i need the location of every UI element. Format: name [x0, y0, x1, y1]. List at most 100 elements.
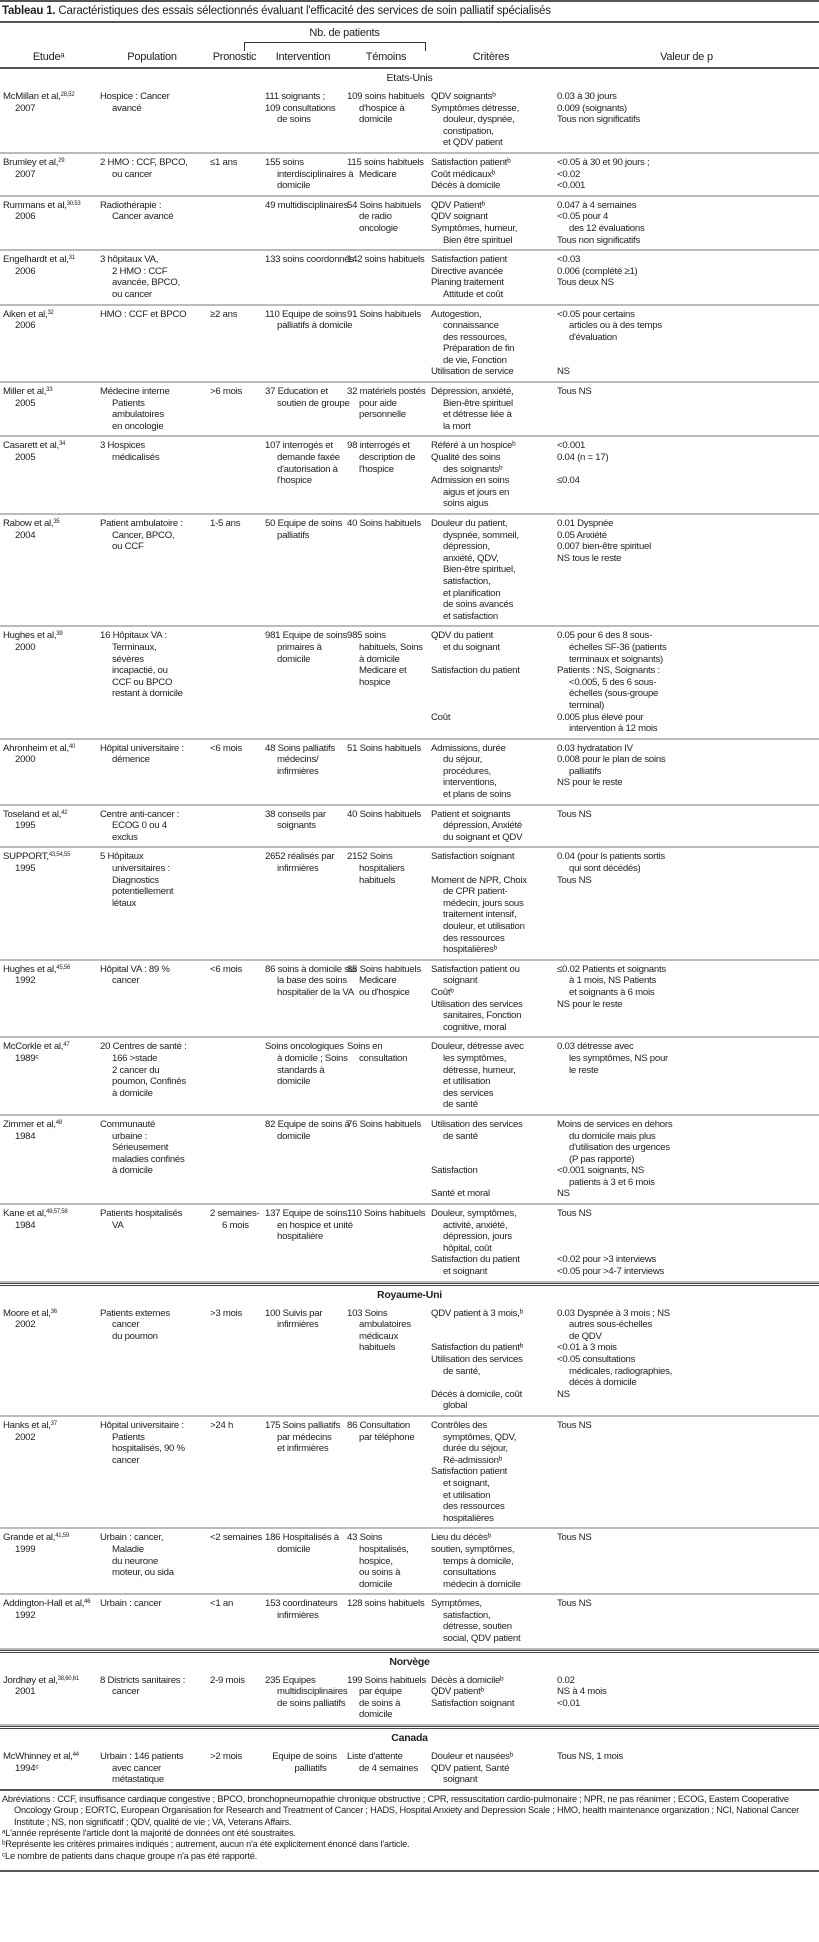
table-caption: Caractéristiques des essais sélectionnés…: [58, 5, 551, 17]
study-year: 2007: [15, 102, 36, 114]
cell-line: Décès à domicileᵇ: [431, 1674, 504, 1686]
p-value-cell: <0.05 à 30 et 90 jours ; <0.02 <0.001: [554, 157, 819, 192]
p-value-cell: Tous NS: [554, 1532, 819, 1590]
cell-line: Coût médicauxᵇ: [431, 168, 496, 180]
section-header: Etats-Unis: [386, 72, 433, 84]
study-cell: Rabow et al,35 2004: [0, 518, 97, 622]
temoins-cell: 110 Soins habituels: [344, 1208, 428, 1278]
cell-line: 100 Suivis par infirmières: [265, 1307, 323, 1331]
study-cell: Moore et al,36 2002: [0, 1308, 97, 1412]
cell-line: Tous NS: [557, 1598, 592, 1610]
cell-line: Urbain : 146 patients avec cancer métast…: [100, 1751, 184, 1786]
table-row: Brumley et al,29 2007 2 HMO : CCF, BPCO, o…: [0, 154, 819, 197]
table-header: Nb. de patients Etudeᵃ Population Pronos…: [0, 23, 819, 69]
cell-line: Satisfaction patientᵇ: [431, 156, 511, 168]
study-year: 2006: [15, 211, 36, 223]
reference-superscript: 35: [53, 519, 60, 525]
temoins-cell: 32 matériels postés pour aide personnell…: [344, 386, 428, 432]
study-year: 1992: [15, 1609, 36, 1621]
cell-line: <0.05 à 30 et 90 jours ;: [557, 156, 650, 168]
table-title: Tableau 1. Caractéristiques des essais s…: [0, 0, 819, 23]
population-cell: Hôpital VA : 89 % cancer: [97, 964, 207, 1034]
cell-line: 0.03 Dyspnée à 3 mois ; NS autres sous-é…: [557, 1307, 670, 1342]
cell-line: Tous NS, 1 mois: [557, 1751, 624, 1763]
table-body: Etats-Unis McMillan et al,28,52 2007 Hospic…: [0, 69, 819, 1789]
cell-line: [557, 355, 819, 367]
population-cell: Radiothérapie : Cancer avancé: [97, 200, 207, 246]
intervention-cell: 100 Suivis par infirmières: [262, 1308, 344, 1412]
cell-line: 32 matériels postés pour aide personnell…: [347, 386, 426, 421]
header-etude: Etudeᵃ: [32, 51, 65, 63]
study-year: 2005: [15, 452, 36, 464]
cell-line: Tous NS: [557, 386, 592, 398]
study-year: 1992: [15, 975, 36, 987]
reference-superscript: 30,53: [66, 200, 81, 207]
cell-line: Tous NS: [557, 1532, 592, 1544]
table-row: McWhinney et al,44 1994ᶜ Urbain : 146 pati…: [0, 1748, 819, 1789]
p-value-cell: Tous NS: [554, 809, 819, 844]
cell-line: <2 semaines: [210, 1532, 262, 1544]
temoins-cell: 91 Soins habituels: [344, 309, 428, 379]
reference-superscript: 39: [56, 631, 63, 638]
reference-superscript: 28,52: [60, 92, 75, 98]
cell-line: 133 soins coordonnés: [265, 254, 354, 266]
table-row: Engelhardt et al,31 2006 3 hôpitaux VA, 2 …: [0, 251, 819, 306]
cell-line: 2 semaines- 6 mois: [210, 1208, 260, 1231]
cell-line: 0.03 hydratation IV: [557, 742, 633, 754]
cell-line: NS à 4 mois: [557, 1686, 607, 1698]
cell-line: Satisfaction du patient: [431, 665, 520, 677]
cell-line: [431, 863, 554, 875]
pronostic-cell: [207, 254, 262, 300]
cell-line: 43 Soins hospitalisés, hospice, ou soins…: [347, 1532, 409, 1590]
cell-line: 186 Hospitalisés à domicile: [265, 1532, 339, 1555]
population-cell: Urbain : 146 patients avec cancer métast…: [97, 1751, 207, 1786]
criteres-cell: Dépression, anxiété, Bien-être spirituel…: [428, 386, 554, 432]
temoins-cell: 51 Soins habituels: [344, 743, 428, 801]
population-cell: Urbain : cancer: [97, 1598, 207, 1644]
cell-line: Patients hospitalisés VA: [100, 1208, 183, 1231]
p-value-cell: Tous NS: [554, 1598, 819, 1644]
intervention-cell: 133 soins coordonnés: [262, 254, 354, 300]
table-row: Rabow et al,35 2004 Patient ambulatoire : …: [0, 515, 819, 628]
intervention-cell: 48 Soins palliatifs médecins/ infirmière…: [262, 743, 344, 801]
cell-line: [431, 1377, 554, 1389]
cell-line: Tous non significatifs: [557, 114, 641, 126]
cell-line: [431, 688, 554, 700]
cell-line: Liste d'attente de 4 semaines: [347, 1751, 419, 1774]
cell-line: [431, 1177, 554, 1189]
study-year: 2000: [15, 641, 36, 653]
criteres-cell: Satisfaction patient Directive avancée Pla…: [428, 254, 554, 300]
temoins-cell: 142 soins habituels: [344, 254, 428, 300]
cell-line: Tous deux NS: [557, 277, 614, 289]
intervention-cell: 37 Education et soutien de groupe: [262, 386, 350, 432]
cell-line: [431, 1142, 554, 1154]
cell-line: Douleur, détresse avec les symptômes, dé…: [431, 1041, 524, 1111]
cell-line: 0.01 Dyspnée: [557, 518, 614, 529]
study-name: McMillan et al,: [3, 91, 61, 102]
reference-superscript: 47: [63, 1042, 70, 1049]
cell-line: 49 multidisciplinaires: [265, 199, 349, 211]
temoins-cell: 40 Soins habituels: [344, 809, 428, 844]
intervention-cell: 49 multidisciplinaires: [262, 199, 349, 246]
table-label: Tableau 1.: [2, 5, 56, 17]
pronostic-cell: <1 an: [207, 1598, 262, 1644]
pronostic-cell: [207, 809, 262, 844]
cell-line: 981 Equipe de soins primaires à domicile: [265, 630, 348, 665]
population-cell: 16 Hôpitaux VA : Terminaux, sévères inca…: [97, 630, 207, 734]
study-cell: Miller et al,33 2005: [0, 386, 97, 432]
intervention-cell: Equipe de soins palliatifs: [262, 1751, 344, 1786]
cell-line: Coûtᵇ: [431, 986, 454, 998]
temoins-cell: 98 interrogés et description de l'hospic…: [344, 440, 428, 510]
study-cell: Hughes et al,45,56 1992: [0, 964, 97, 1034]
cell-line: Autogestion, connaissance des ressources…: [431, 308, 515, 366]
study-year: 1995: [15, 863, 36, 875]
cell-line: 985 soins habituels, Soins à domicile Me…: [347, 630, 423, 688]
cell-line: 2152 Soins hospitaliers habituels: [347, 851, 405, 886]
intervention-cell: 175 Soins palliatifs par médecins et inf…: [262, 1420, 344, 1524]
criteres-cell: Contrôles des symptômes, QDV, durée du s…: [428, 1420, 554, 1524]
cell-line: 86 Consultation par téléphone: [347, 1419, 415, 1443]
criteres-cell: QDV patient à 3 mois,ᵇ Satisfaction du pa…: [428, 1308, 554, 1412]
table-row: Hanks et al,37 2002 Hôpital universitaire …: [0, 1417, 819, 1530]
reference-superscript: 38,60,61: [57, 1675, 80, 1682]
abbreviations-note: Abréviations : CCF, insuffisance cardiaq…: [2, 1793, 800, 1827]
